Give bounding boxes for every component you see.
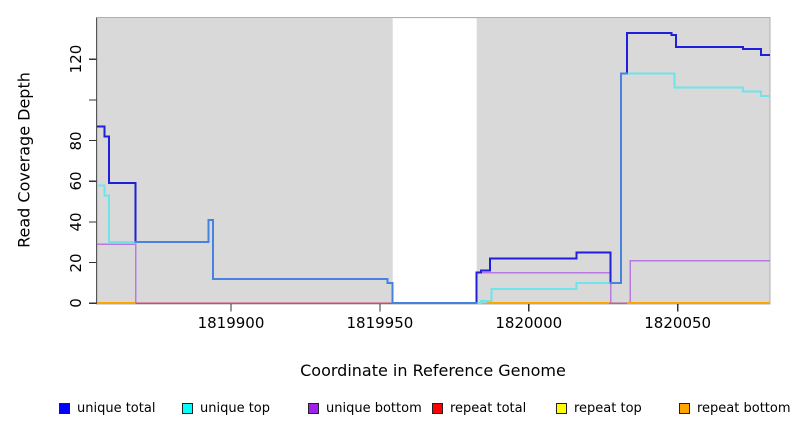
- x-tick-label: 1819900: [197, 314, 265, 332]
- legend-label: repeat total: [450, 401, 527, 416]
- legend-item-unique-bottom: unique bottom: [308, 401, 422, 416]
- legend-label: repeat top: [574, 401, 642, 416]
- legend-label: unique bottom: [326, 401, 422, 416]
- legend-swatch-repeat-total: [432, 403, 443, 414]
- legend-item-unique-total: unique total: [59, 401, 155, 416]
- legend-swatch-repeat-top: [556, 403, 567, 414]
- legend-swatch-repeat-bottom: [679, 403, 690, 414]
- y-tick-label: 20: [67, 252, 85, 273]
- series-path-unique-bottom: [97, 243, 770, 304]
- y-tick-label: 0: [67, 298, 85, 308]
- legend-item-repeat-bottom: repeat bottom: [679, 401, 791, 416]
- y-tick-label: 60: [67, 171, 85, 191]
- x-tick-label: 1819950: [346, 314, 414, 332]
- x-tick-label: 1820000: [495, 314, 563, 332]
- legend-swatch-unique-total: [59, 403, 70, 414]
- series-path-unique-top-overlay: [97, 72, 770, 305]
- legend-item-repeat-top: repeat top: [556, 401, 642, 416]
- x-axis-title: Coordinate in Reference Genome: [300, 361, 566, 380]
- legend-swatch-unique-bottom: [308, 403, 319, 414]
- legend-item-repeat-total: repeat total: [432, 401, 526, 416]
- legend-label: repeat bottom: [697, 401, 791, 416]
- y-tick-label: 80: [67, 130, 85, 151]
- legend-item-unique-top: unique top: [182, 401, 270, 416]
- y-tick-label: 40: [67, 212, 85, 232]
- y-axis-title: Read Coverage Depth: [14, 72, 34, 248]
- legend-swatch-unique-top: [182, 403, 193, 414]
- x-tick-label: 1820050: [644, 314, 712, 332]
- legend-label: unique total: [77, 401, 156, 416]
- legend-label: unique top: [200, 401, 271, 416]
- no-data-gap: [392, 18, 477, 305]
- y-tick-label: 120: [67, 44, 85, 74]
